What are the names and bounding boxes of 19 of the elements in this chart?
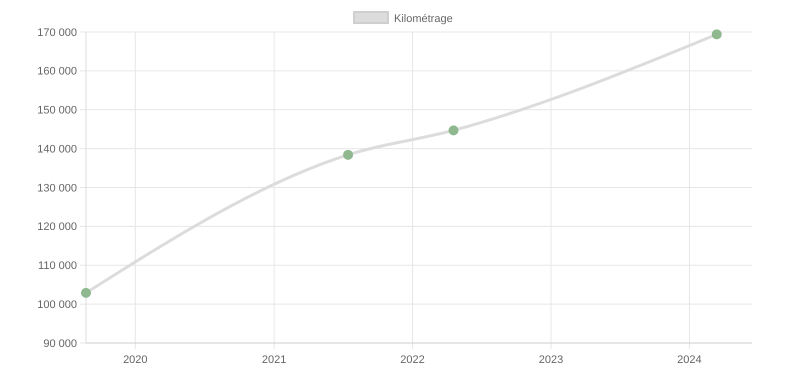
y-tick-label: 150 000	[37, 104, 77, 117]
y-tick-label: 160 000	[37, 66, 77, 78]
y-tick-label: 170 000	[37, 26, 77, 39]
y-tick-label: 120 000	[37, 221, 77, 234]
point	[81, 288, 91, 298]
point	[712, 29, 722, 40]
y-tick-label: 90 000	[43, 338, 77, 350]
x-tick-label: 2020	[123, 354, 148, 366]
x-tick-label: 2022	[400, 354, 425, 366]
y-tick-label: 130 000	[37, 182, 77, 194]
y-tick-label: 140 000	[37, 143, 77, 156]
x-tick-label: 2023	[538, 354, 564, 366]
point	[448, 125, 459, 136]
y-tick-label: 110 000	[38, 260, 77, 272]
legend-label: Kilométrage	[394, 12, 453, 25]
point	[343, 150, 354, 160]
x-tick-label: 2021	[262, 354, 286, 366]
x-tick-label: 2024	[677, 354, 702, 366]
y-tick-label: 100 000	[37, 298, 77, 311]
